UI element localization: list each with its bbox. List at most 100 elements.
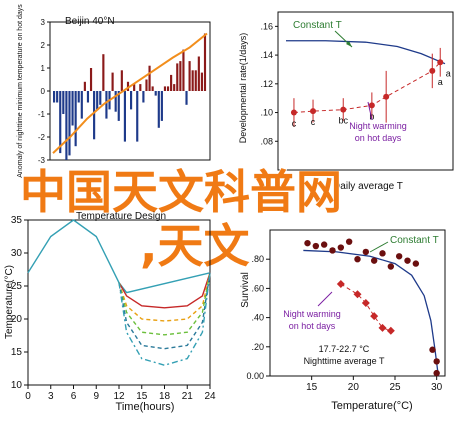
panel-b-ylabel: Developmental rate(1/days) xyxy=(238,33,248,144)
panel-c-x-tick-label: 12 xyxy=(113,391,125,402)
panel-d-night-warming-label: Night warming xyxy=(283,309,341,319)
panel-b-y-tick-label: .08 xyxy=(260,136,273,146)
panel-a-trend-line xyxy=(52,32,208,154)
panel-b-y-tick-label: .14 xyxy=(260,50,273,60)
banner-line-1: 中国天文科普网 xyxy=(20,165,342,219)
panel-a-bar xyxy=(62,91,65,114)
panel-c-x-tick-label: 18 xyxy=(159,391,171,402)
panel-d-constant-point xyxy=(329,247,336,254)
panel-d-night-warming-point xyxy=(386,326,395,335)
panel-d-constant-point xyxy=(362,248,370,256)
panel-a-bar xyxy=(89,68,93,91)
panel-a-y-tick-label: -1 xyxy=(38,110,46,119)
panel-b-point-label: a xyxy=(438,77,443,87)
panel-b-point xyxy=(383,93,390,100)
panel-b-constant-t-label: Constant T xyxy=(293,20,342,31)
panel-a-bar xyxy=(123,91,126,142)
panel-b-y-tick-label: .12 xyxy=(260,79,273,89)
panel-d-constant-t-arrow xyxy=(369,241,389,253)
panel-d-night-warming-arrow xyxy=(317,291,333,307)
panel-b-point-label: b xyxy=(369,111,374,121)
panel-d-points xyxy=(304,238,440,377)
panel-b-point xyxy=(290,109,297,116)
panel-d-constant-point xyxy=(379,250,386,257)
panel-a-bar xyxy=(166,86,170,91)
panel-b-point xyxy=(429,67,436,74)
panel-d-constant-point xyxy=(433,358,440,365)
panel-d-night-warming-point xyxy=(353,290,362,299)
panel-d-constant-point xyxy=(412,260,420,267)
panel-a-bar xyxy=(145,79,148,91)
panel-d-constant-point xyxy=(312,242,320,250)
panel-a-bar xyxy=(154,91,157,96)
panel-a-bar xyxy=(59,91,62,154)
panel-a-bar xyxy=(65,91,68,160)
panel-a-bar xyxy=(93,91,96,140)
panel-a-bar xyxy=(197,56,200,91)
panel-d-y-tick-label: .20 xyxy=(251,342,264,352)
panel-b-point-label: c xyxy=(292,119,297,129)
panel-b-point xyxy=(340,106,347,113)
panel-a-bar xyxy=(77,91,80,103)
banner-line-2: ,天文 xyxy=(140,219,249,273)
panel-d-plot-frame xyxy=(269,229,446,377)
panel-b-night-warming-arrow xyxy=(367,101,373,121)
panel-a-y-tick-label: -3 xyxy=(38,156,46,165)
panel-d-constant-point xyxy=(370,257,378,264)
panel-a-bar xyxy=(203,33,207,91)
panel-d-constant-t-label: Constant T xyxy=(390,235,439,246)
panel-a-bar xyxy=(133,84,136,91)
panel-d-nighttime-label: Nighttime average T xyxy=(304,356,385,366)
panel-d-x-tick-label: 25 xyxy=(389,382,401,393)
panel-a-bar xyxy=(142,91,145,103)
panel-a-bar xyxy=(83,81,86,91)
panel-a-bar xyxy=(111,72,114,91)
panel-a-bar xyxy=(160,91,163,121)
panel-a-bar xyxy=(185,91,188,105)
panel-a-bar xyxy=(102,54,105,91)
panel-b-point xyxy=(368,102,375,109)
panel-c-title: Temperature Design xyxy=(76,211,166,222)
panel-a-bar xyxy=(191,70,194,91)
panel-a-bar xyxy=(130,91,133,110)
panel-c-y-tick-label: 15 xyxy=(11,347,23,358)
panel-c-y-tick-label: 10 xyxy=(11,380,23,391)
panel-d-y-tick-label: .60 xyxy=(251,283,264,293)
panel-d-night-warming-label-2: on hot days xyxy=(289,321,336,331)
panel-a-bar xyxy=(120,70,123,91)
panel-d-night-warming-point xyxy=(378,323,387,332)
panel-c-series-night-3 xyxy=(118,272,211,336)
panel-c-xlabel: Time(hours) xyxy=(116,401,175,413)
panel-c-x-tick-label: 21 xyxy=(182,391,194,402)
panel-a-bar xyxy=(68,91,71,156)
panel-d-xlabel: Temperature(°C) xyxy=(331,400,412,412)
panel-a-y-tick-label: 2 xyxy=(41,41,46,50)
panel-c-y-tick-label: 30 xyxy=(11,248,23,259)
panel-a-bar xyxy=(188,61,191,91)
panel-c-series-night-5 xyxy=(118,272,211,366)
panel-a-bar xyxy=(86,91,90,103)
panel-b-plot-frame xyxy=(277,11,454,171)
panel-a-bar xyxy=(148,65,151,91)
panel-d-x-tick-label: 30 xyxy=(431,382,443,393)
panel-b-point-label: bc xyxy=(338,116,348,126)
panel-a-bar xyxy=(170,74,173,91)
panel-d-constant-point xyxy=(433,369,440,377)
panel-c-x-tick-label: 0 xyxy=(25,391,31,402)
panel-a-bar xyxy=(105,91,108,119)
panel-d-night-warming-line xyxy=(340,283,391,332)
panel-d-constant-point xyxy=(404,257,411,264)
panel-a-y-tick-label: 0 xyxy=(41,87,46,96)
panel-b-y-tick-label: .16 xyxy=(260,21,273,31)
panel-a-bar xyxy=(80,91,83,119)
panel-d-constant-point xyxy=(337,244,345,251)
panel-a-bar xyxy=(71,91,74,126)
panel-a-bar xyxy=(56,91,59,103)
panel-c-x-tick-label: 9 xyxy=(93,391,99,402)
panel-a-bar xyxy=(136,91,139,142)
panel-d-night-warming-point xyxy=(336,280,345,289)
panel-a-bars xyxy=(53,33,207,160)
panel-c-x-tick-label: 3 xyxy=(48,391,54,402)
panel-d-constant-point xyxy=(429,346,436,353)
